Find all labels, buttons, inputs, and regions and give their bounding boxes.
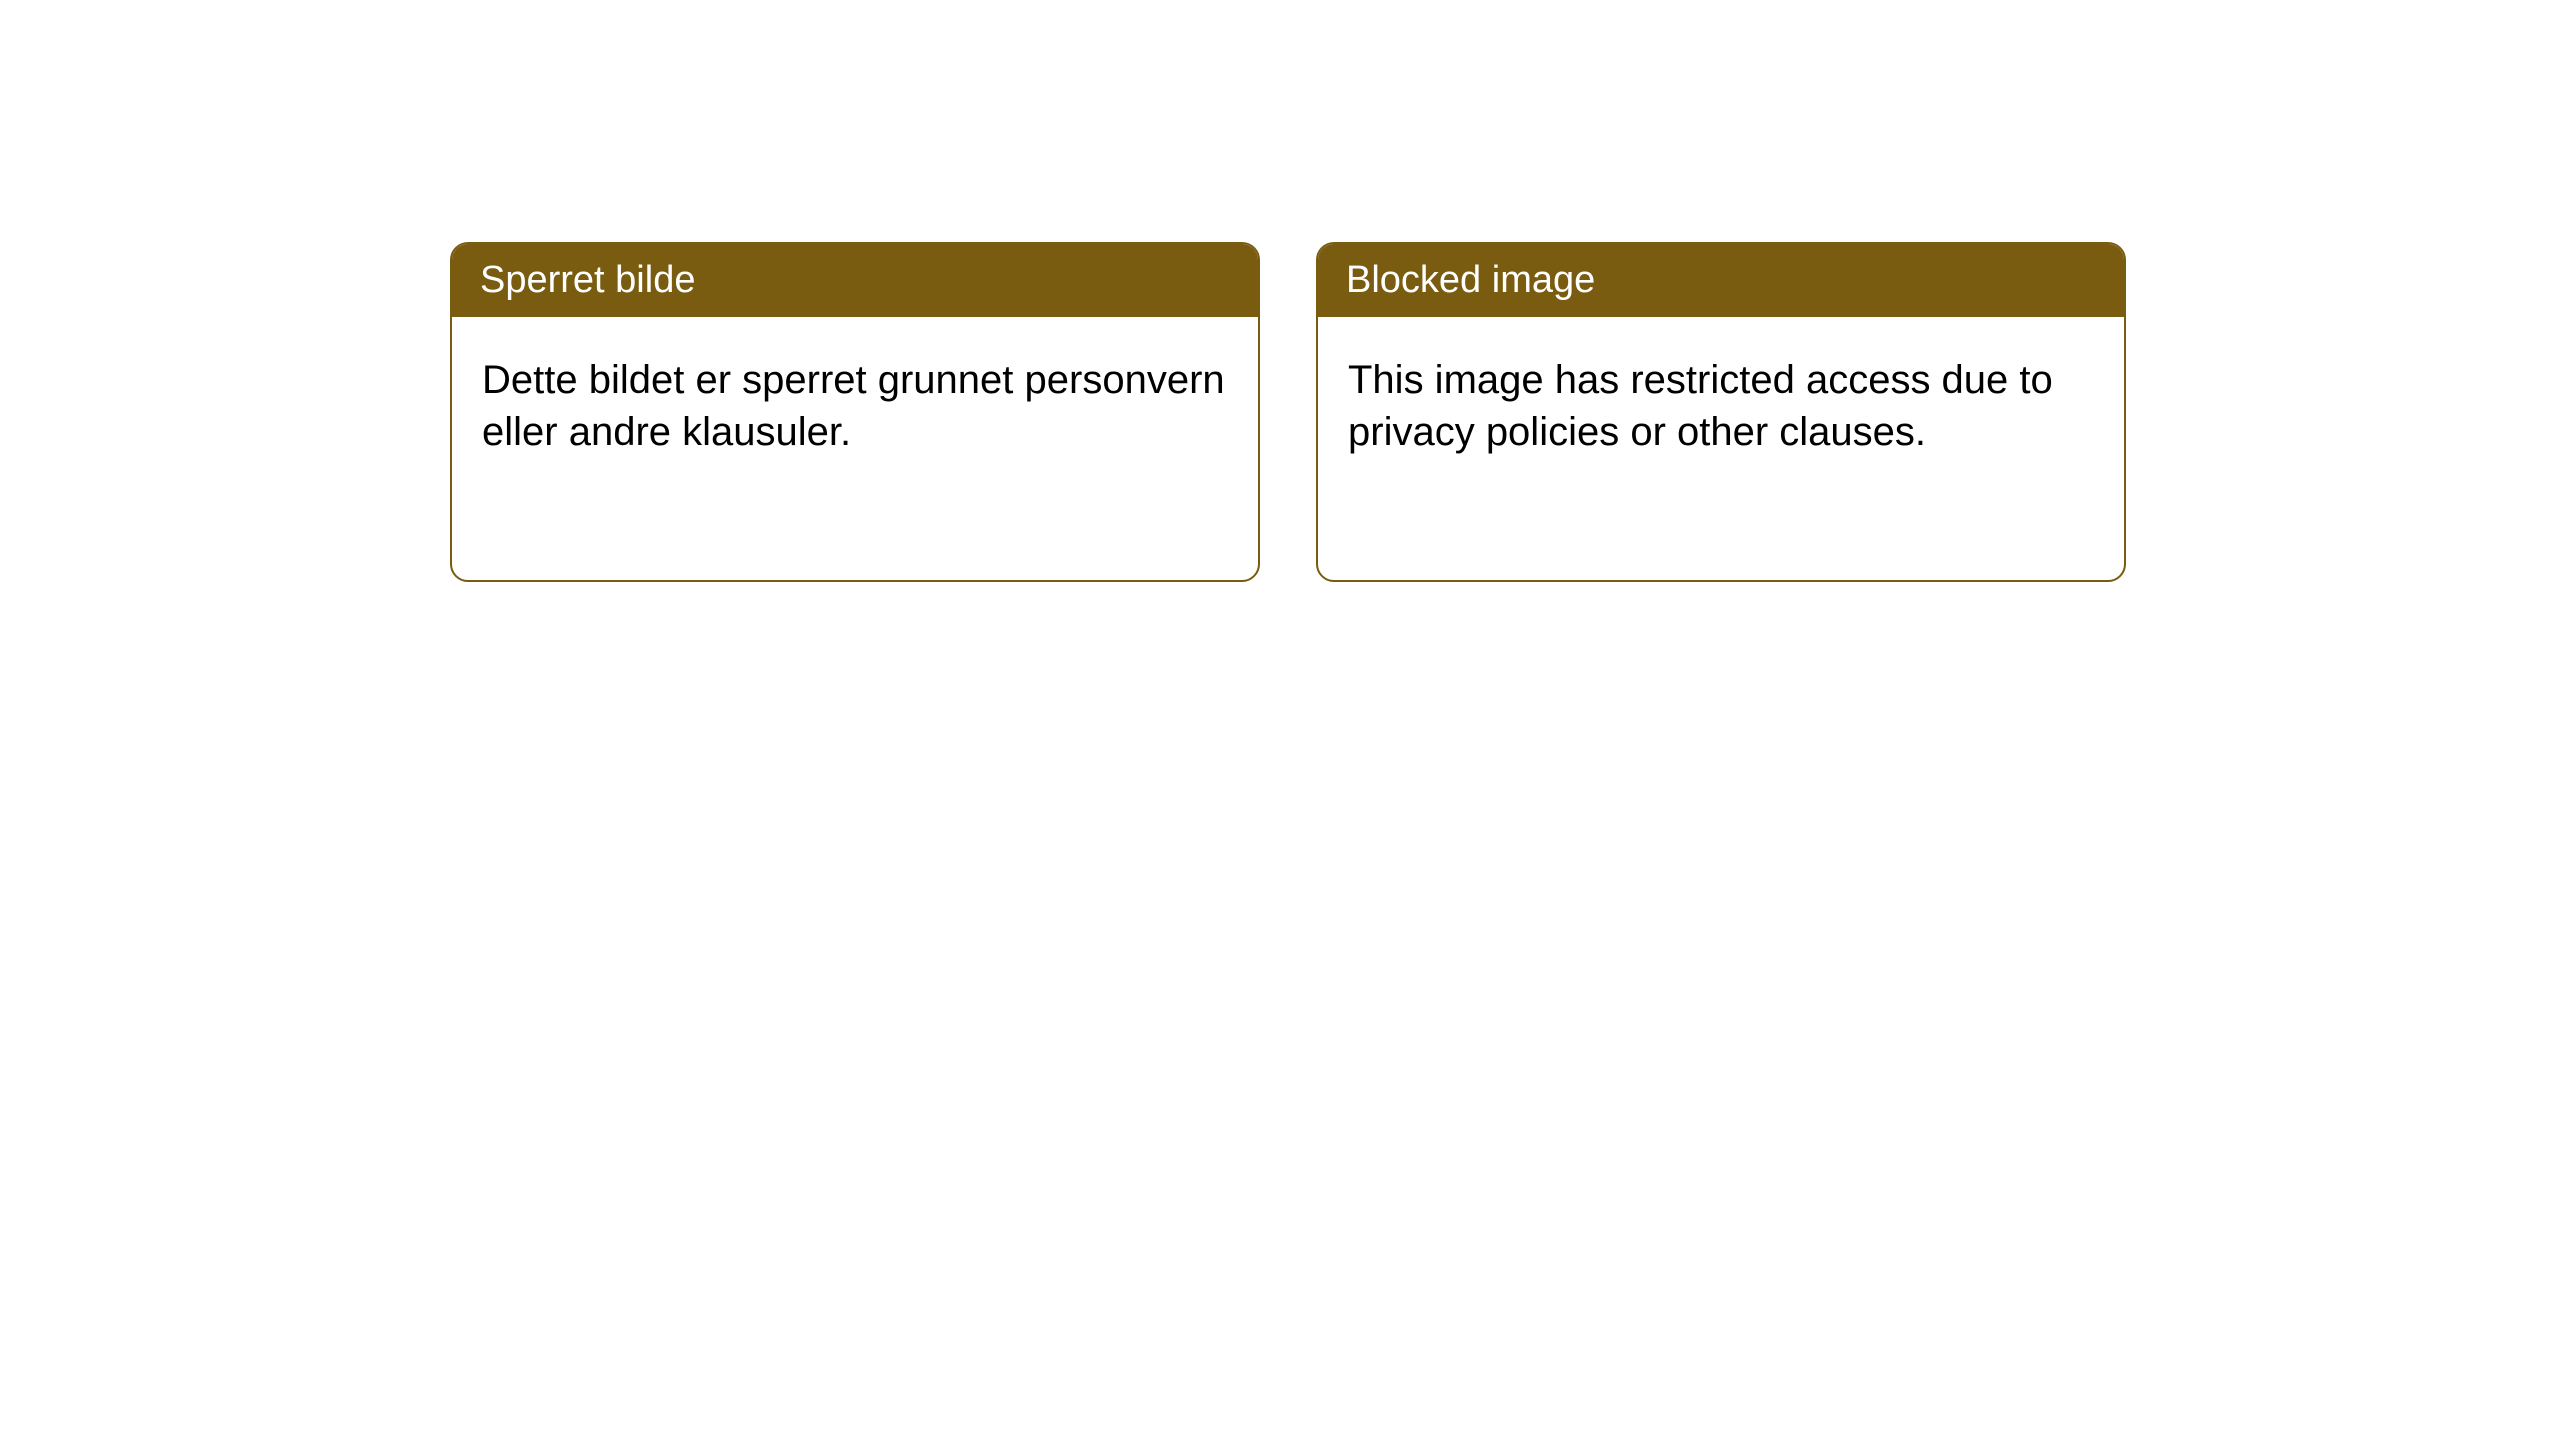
notice-body: This image has restricted access due to … (1318, 317, 2124, 495)
notice-header: Blocked image (1318, 244, 2124, 317)
notice-text: This image has restricted access due to … (1348, 358, 2053, 453)
notice-body: Dette bildet er sperret grunnet personve… (452, 317, 1258, 495)
notice-title: Blocked image (1346, 259, 1595, 301)
notice-text: Dette bildet er sperret grunnet personve… (482, 358, 1225, 453)
notice-box-norwegian: Sperret bilde Dette bildet er sperret gr… (450, 242, 1260, 582)
notice-header: Sperret bilde (452, 244, 1258, 317)
notice-title: Sperret bilde (480, 259, 695, 301)
notice-box-english: Blocked image This image has restricted … (1316, 242, 2126, 582)
notice-container: Sperret bilde Dette bildet er sperret gr… (0, 0, 2560, 582)
